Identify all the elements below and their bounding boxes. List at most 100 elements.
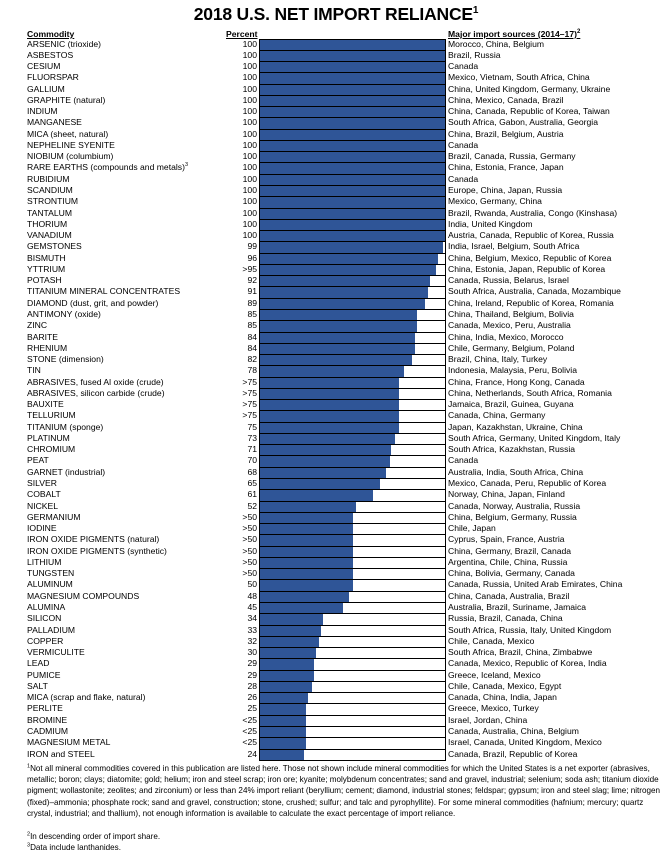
title-text: 2018 U.S. NET IMPORT RELIANCE (193, 4, 473, 24)
import-sources: Canada (448, 61, 479, 72)
commodity-label: MICA (scrap and flake, natural) (27, 692, 146, 703)
table-row: MICA (sheet, natural) 100 China, Brazil, B… (0, 128, 672, 140)
table-row: ALUMINUM 50 Canada, Russia, United Arab Em… (0, 579, 672, 591)
import-sources: Canada, Norway, Australia, Russia (448, 500, 581, 511)
import-sources: Canada (448, 139, 479, 150)
commodity-label: STONE (dimension) (27, 354, 104, 365)
chart-title: 2018 U.S. NET IMPORT RELIANCE1 (0, 4, 672, 25)
bar-track (259, 635, 446, 648)
percent-label: 73 (247, 432, 257, 443)
table-row: RHENIUM 84 Chile, Germany, Belgium, Poland (0, 342, 672, 355)
bar-track (259, 376, 446, 388)
table-row: IRON OXIDE PIGMENTS (natural) >50 Cyprus, … (0, 534, 672, 546)
percent-label: <25 (242, 714, 257, 725)
commodity-name: COBALT (27, 489, 61, 500)
table-row: BAUXITE >75 Jamaica, Brazil, Guinea, Guyan… (0, 399, 672, 411)
bar-track (259, 725, 446, 738)
import-sources: Australia, Brazil, Suriname, Jamaica (448, 602, 587, 612)
commodity-label: BISMUTH (27, 252, 66, 263)
commodity-label: CADMIUM (27, 725, 69, 736)
bar-track (259, 207, 446, 219)
import-sources: Cyprus, Spain, France, Austria (448, 534, 565, 545)
percent-label: >50 (242, 511, 257, 522)
table-row: COPPER 32 Chile, Canada, Mexico (0, 635, 672, 648)
footnote-mark: 1 (27, 763, 31, 770)
bar-track (259, 511, 446, 524)
percent-label: <25 (242, 737, 257, 748)
percent-label: 100 (242, 83, 257, 94)
bar (260, 738, 307, 749)
commodity-label: ASBESTOS (27, 49, 74, 60)
bar-track (259, 590, 446, 602)
footnote-mark: 2 (27, 830, 31, 837)
commodity-label: SILVER (27, 478, 57, 489)
import-sources: Canada, Mexico, Peru, Australia (448, 320, 571, 331)
bar-track (259, 49, 446, 62)
bar-track (259, 275, 446, 287)
bar (260, 309, 418, 321)
commodity-label: BAUXITE (27, 399, 64, 410)
import-sources: Australia, India, South Africa, China (448, 466, 584, 477)
commodity-label: GARNET (industrial) (27, 466, 106, 477)
commodity-name: SILICON (27, 613, 61, 624)
percent-label: >75 (242, 376, 257, 387)
commodity-label: SCANDIUM (27, 185, 73, 195)
commodity-label: COBALT (27, 489, 61, 500)
import-sources: China, Estonia, France, Japan (448, 162, 564, 173)
table-row: VERMICULITE 30 South Africa, Brazil, China… (0, 647, 672, 659)
bar (260, 535, 353, 546)
commodity-label: PEAT (27, 455, 49, 466)
import-sources: Russia, Brazil, Canada, China (448, 613, 563, 624)
import-sources: Chile, Canada, Mexico (448, 635, 535, 646)
bar-track (259, 737, 446, 749)
commodity-label: GEMSTONES (27, 241, 82, 252)
commodity-name: TIN (27, 365, 41, 376)
commodity-label: NEPHELINE SYENITE (27, 139, 115, 150)
bar (260, 479, 381, 490)
bar-track (259, 387, 446, 400)
commodity-name: PEAT (27, 455, 49, 466)
bar (260, 343, 416, 355)
table-row: BISMUTH 96 China, Belgium, Mexico, Republi… (0, 252, 672, 264)
commodity-name: BROMINE (27, 715, 67, 726)
percent-label: 100 (242, 106, 257, 117)
bar (260, 569, 353, 580)
bar (260, 332, 416, 343)
percent-label: 61 (247, 489, 257, 500)
percent-label: 100 (242, 72, 257, 83)
bar (260, 467, 386, 479)
bar-track (259, 72, 446, 84)
commodity-name: MICA (scrap and flake, natural) (27, 692, 145, 703)
table-row: TIN 78 Indonesia, Malaysia, Peru, Bolivia (0, 365, 672, 377)
bar-track (259, 748, 446, 760)
import-sources: Chile, Germany, Belgium, Poland (448, 342, 575, 353)
table-row: BROMINE <25 Israel, Jordan, China (0, 714, 672, 726)
commodity-label: PLATINUM (27, 432, 70, 443)
commodity-label: YTTRIUM (27, 263, 66, 274)
table-row: NICKEL 52 Canada, Norway, Australia, Russi… (0, 500, 672, 512)
commodity-name: STONE (dimension) (27, 354, 104, 365)
commodity-label: RUBIDIUM (27, 173, 70, 184)
footnote-1: 1Not all mineral commodities covered in … (27, 763, 663, 819)
table-row: NEPHELINE SYENITE 100 Canada (0, 139, 672, 152)
bar-track (259, 83, 446, 95)
table-row: MAGNESIUM COMPOUNDS 48 China, Canada, Aust… (0, 590, 672, 602)
commodity-name: ASBESTOS (27, 50, 73, 61)
import-sources: China, Netherlands, South Africa, Romani… (448, 387, 612, 398)
commodity-name: LEAD (27, 658, 49, 669)
bar-track (259, 331, 446, 343)
import-sources: Canada, Russia, Belarus, Israel (448, 275, 569, 286)
import-sources: Greece, Mexico, Turkey (448, 703, 539, 714)
bar-track (259, 117, 446, 129)
percent-label: 100 (242, 218, 257, 229)
import-sources: China, Belgium, Mexico, Republic of Kore… (448, 252, 612, 263)
table-row: GALLIUM 100 China, United Kingdom, Germany… (0, 83, 672, 95)
import-sources: India, Israel, Belgium, South Africa (448, 241, 580, 252)
import-sources: China, Canada, Australia, Brazil (448, 590, 570, 601)
bar-track (259, 162, 446, 174)
percent-label: >50 (242, 545, 257, 556)
percent-label: 85 (247, 320, 257, 331)
percent-label: 78 (247, 365, 257, 376)
bar-track (259, 151, 446, 163)
bar-track (259, 286, 446, 298)
